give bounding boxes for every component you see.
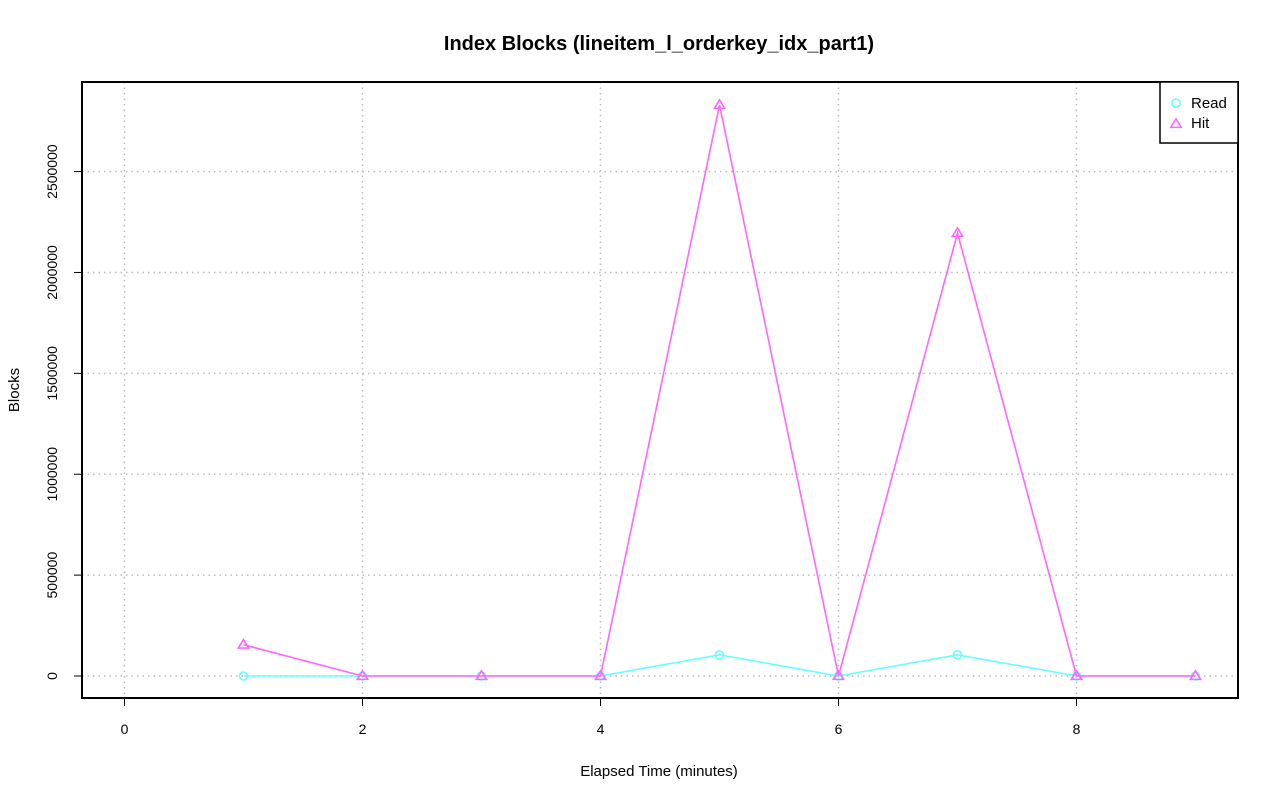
y-axis: 0 500000 1000000 1500000 2000000 2500000 <box>44 144 82 680</box>
plot-frame <box>81 81 1239 699</box>
point-triangle <box>1069 669 1084 681</box>
point-triangle <box>236 637 251 649</box>
point-triangle <box>831 669 846 681</box>
y-tick-label: 2500000 <box>44 144 60 199</box>
y-tick-label: 1000000 <box>44 447 60 502</box>
point-circle <box>238 671 249 681</box>
legend-label: Hit <box>1191 115 1210 132</box>
point-triangle <box>355 669 370 681</box>
chart-title: Index Blocks (lineitem_l_orderkey_idx_pa… <box>444 33 874 55</box>
legend-box <box>1159 81 1239 144</box>
y-tick-label: 500000 <box>44 552 60 599</box>
legend-label: Read <box>1191 95 1227 112</box>
point-circle <box>1171 98 1181 108</box>
y-tick-label: 0 <box>44 672 60 680</box>
point-triangle <box>1169 117 1183 129</box>
x-tick-label: 8 <box>1073 721 1081 737</box>
point-triangle <box>1188 669 1203 681</box>
point-circle <box>952 650 963 660</box>
y-axis-label: Blocks <box>6 368 23 412</box>
x-tick-label: 2 <box>359 721 367 737</box>
x-tick-label: 4 <box>597 721 605 737</box>
x-tick-label: 6 <box>835 721 843 737</box>
series-hit <box>236 98 1203 681</box>
point-circle <box>714 650 725 660</box>
point-triangle <box>593 669 608 681</box>
point-triangle <box>474 669 489 681</box>
point-triangle <box>950 226 965 238</box>
x-axis: 0 2 4 6 8 <box>121 698 1081 737</box>
series-layer <box>236 98 1203 681</box>
series-line-hit <box>243 104 1196 677</box>
y-tick-label: 2000000 <box>44 245 60 300</box>
y-tick-label: 1500000 <box>44 346 60 401</box>
point-triangle <box>712 98 727 110</box>
series-line-read <box>243 654 1196 677</box>
x-axis-label: Elapsed Time (minutes) <box>580 763 738 780</box>
grid <box>82 82 1238 698</box>
x-tick-label: 0 <box>121 721 129 737</box>
legend: Read Hit <box>1159 81 1239 144</box>
